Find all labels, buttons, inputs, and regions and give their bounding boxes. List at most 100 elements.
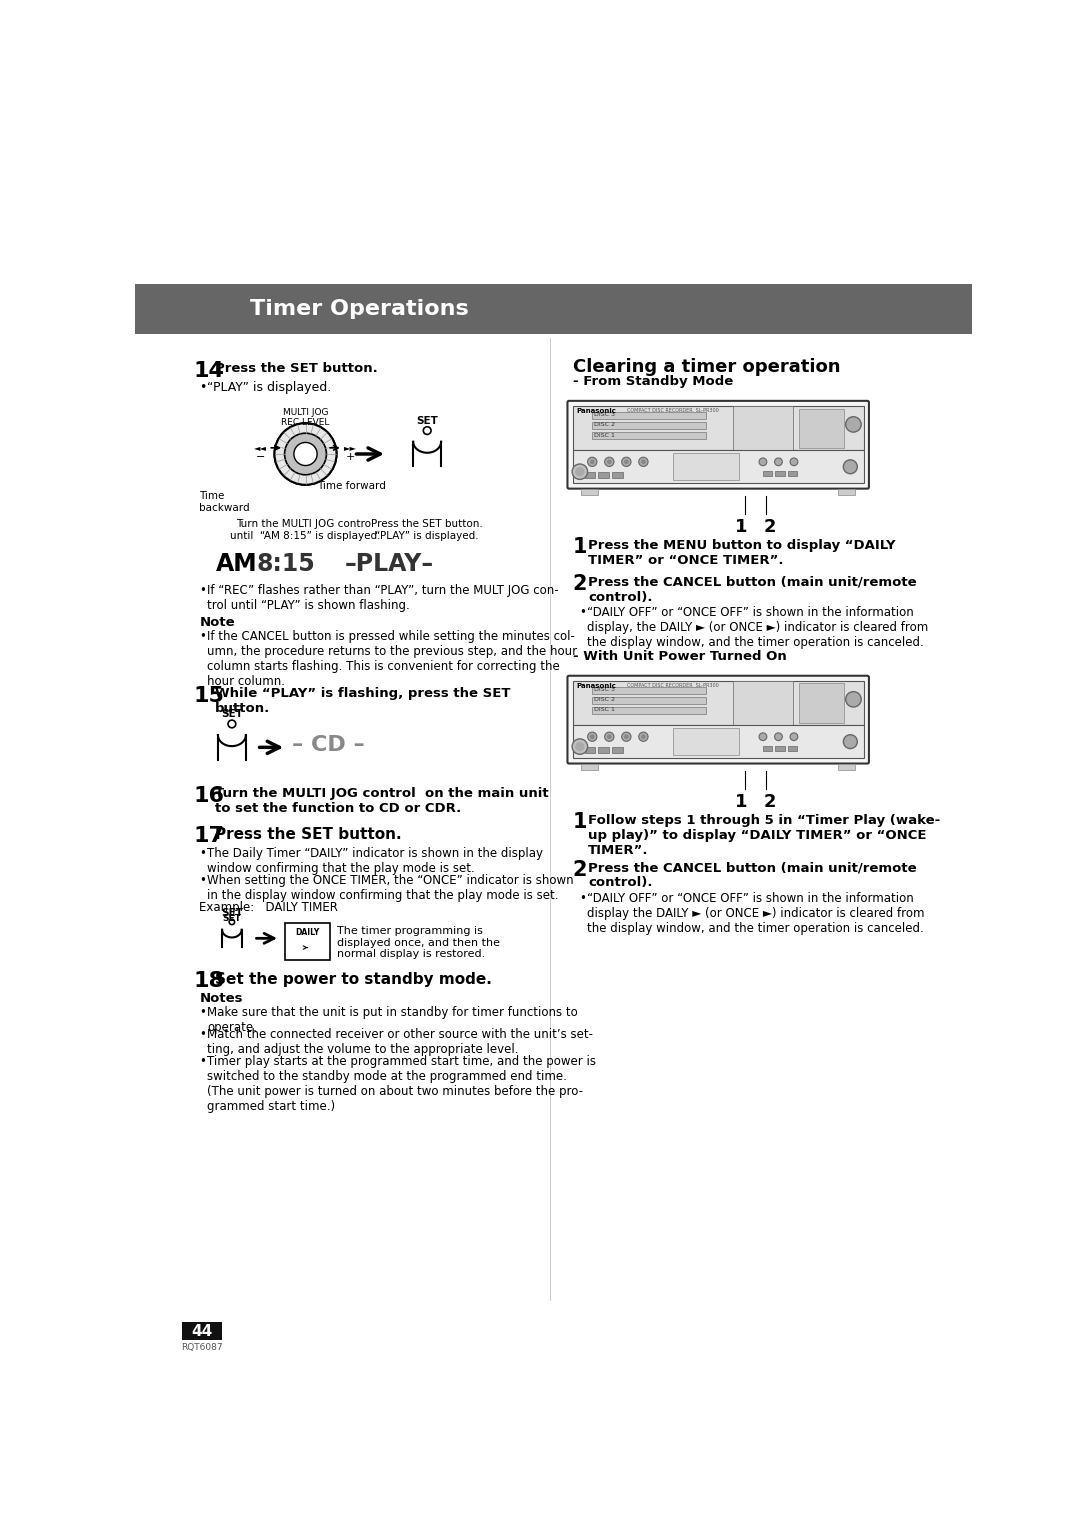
Bar: [612, 472, 623, 478]
Circle shape: [572, 464, 588, 479]
Circle shape: [846, 692, 861, 707]
Text: – CD –: – CD –: [293, 735, 365, 755]
Text: MULTI JOG
REC LEVEL: MULTI JOG REC LEVEL: [281, 407, 329, 427]
Bar: [674, 453, 739, 481]
Bar: [135, 283, 972, 334]
Bar: [598, 472, 609, 478]
Circle shape: [590, 735, 595, 739]
Text: DISC 2: DISC 2: [594, 423, 615, 427]
Text: Press the MENU button to display “DAILY
TIMER” or “ONCE TIMER”.: Press the MENU button to display “DAILY …: [589, 539, 896, 566]
Text: The Daily Timer “DAILY” indicator is shown in the display
window confirming that: The Daily Timer “DAILY” indicator is sho…: [207, 848, 543, 876]
Bar: [581, 764, 597, 770]
Bar: [592, 421, 705, 429]
Text: DISC 2: DISC 2: [594, 697, 615, 703]
Text: •: •: [200, 1006, 206, 1020]
Text: 15: 15: [193, 686, 224, 706]
Text: Press the SET button.: Press the SET button.: [215, 363, 378, 375]
Circle shape: [638, 732, 648, 741]
Text: SET: SET: [416, 416, 438, 426]
Text: Panasonic: Panasonic: [577, 683, 617, 689]
Text: DISC 1: DISC 1: [594, 707, 615, 712]
Bar: [775, 746, 785, 752]
Circle shape: [588, 458, 597, 467]
Text: While “PLAY” is flashing, press the SET
button.: While “PLAY” is flashing, press the SET …: [215, 687, 511, 715]
Circle shape: [791, 458, 798, 465]
Text: •: •: [200, 1027, 206, 1041]
Bar: [572, 450, 864, 484]
Text: Time forward: Time forward: [318, 481, 386, 491]
Text: SET: SET: [221, 709, 243, 720]
Text: 16: 16: [193, 785, 225, 805]
Text: –PLAY–: –PLAY–: [345, 551, 433, 576]
Circle shape: [605, 732, 613, 741]
Text: 2: 2: [572, 574, 588, 594]
Text: COMPACT DISC RECORDER  SL-PR300: COMPACT DISC RECORDER SL-PR300: [627, 407, 719, 413]
Text: DAILY: DAILY: [295, 928, 320, 937]
Bar: [799, 409, 843, 449]
Text: ►►: ►►: [345, 444, 357, 452]
Text: •: •: [200, 631, 206, 643]
Text: COMPACT DISC RECORDER  SL-PR300: COMPACT DISC RECORDER SL-PR300: [627, 683, 719, 687]
Bar: [572, 726, 864, 758]
Circle shape: [791, 733, 798, 741]
Circle shape: [846, 416, 861, 432]
Text: Press the SET button.
“PLAY” is displayed.: Press the SET button. “PLAY” is displaye…: [372, 519, 483, 540]
Bar: [581, 488, 597, 495]
Circle shape: [642, 459, 646, 464]
Text: When setting the ONCE TIMER, the “ONCE” indicator is shown
in the display window: When setting the ONCE TIMER, the “ONCE” …: [207, 874, 573, 902]
Circle shape: [294, 442, 318, 465]
Text: SET: SET: [221, 908, 243, 919]
Text: AM: AM: [216, 551, 258, 576]
Text: RQT6087: RQT6087: [180, 1343, 222, 1352]
Bar: [762, 746, 772, 752]
FancyBboxPatch shape: [567, 675, 869, 764]
Bar: [787, 746, 797, 752]
Text: •: •: [200, 585, 206, 597]
Text: 2: 2: [764, 793, 777, 811]
Text: −: −: [256, 452, 266, 462]
Circle shape: [624, 459, 629, 464]
Text: Press the SET button.: Press the SET button.: [215, 827, 402, 842]
Bar: [584, 472, 595, 478]
Circle shape: [576, 743, 584, 752]
Bar: [799, 683, 843, 723]
Bar: [787, 470, 797, 476]
Text: “DAILY OFF” or “ONCE OFF” is shown in the information
display, the DAILY ► (or O: “DAILY OFF” or “ONCE OFF” is shown in th…: [586, 606, 928, 649]
FancyBboxPatch shape: [567, 401, 869, 488]
Circle shape: [843, 735, 858, 749]
Bar: [838, 764, 855, 770]
Circle shape: [624, 735, 629, 739]
Text: 14: 14: [193, 361, 224, 381]
Bar: [612, 747, 623, 753]
Circle shape: [622, 458, 631, 467]
Text: Turn the MULTI JOG control
until  “AM 8:15” is displayed.: Turn the MULTI JOG control until “AM 8:1…: [230, 519, 381, 540]
Bar: [592, 707, 705, 715]
Text: Press the CANCEL button (main unit/remote
control).: Press the CANCEL button (main unit/remot…: [589, 576, 917, 603]
Circle shape: [759, 458, 767, 465]
Text: If the CANCEL button is pressed while setting the minutes col-
umn, the procedur: If the CANCEL button is pressed while se…: [207, 631, 577, 689]
Text: “DAILY OFF” or “ONCE OFF” is shown in the information
display the DAILY ► (or ON: “DAILY OFF” or “ONCE OFF” is shown in th…: [586, 893, 924, 935]
Text: 1: 1: [572, 811, 588, 831]
Circle shape: [284, 433, 326, 475]
Text: 44: 44: [191, 1323, 213, 1338]
Text: DISC 3: DISC 3: [594, 412, 615, 418]
Circle shape: [843, 459, 858, 473]
Circle shape: [774, 733, 782, 741]
Text: Notes: Notes: [200, 992, 243, 1006]
Bar: [838, 488, 855, 495]
Bar: [775, 470, 785, 476]
Text: •: •: [579, 606, 586, 620]
Circle shape: [605, 458, 613, 467]
Text: Turn the MULTI JOG control  on the main unit
to set the function to CD or CDR.: Turn the MULTI JOG control on the main u…: [215, 787, 549, 816]
Text: •: •: [579, 893, 586, 905]
Text: ◄◄: ◄◄: [254, 444, 267, 452]
Text: 1: 1: [734, 793, 747, 811]
Circle shape: [572, 739, 588, 755]
Text: DISC 3: DISC 3: [594, 687, 615, 692]
Bar: [674, 729, 739, 755]
Text: 8:15: 8:15: [257, 551, 315, 576]
Text: Follow steps 1 through 5 in “Timer Play (wake-
up play)” to display “DAILY TIMER: Follow steps 1 through 5 in “Timer Play …: [589, 813, 941, 856]
Bar: [181, 1321, 221, 1340]
Circle shape: [638, 458, 648, 467]
Bar: [598, 747, 609, 753]
